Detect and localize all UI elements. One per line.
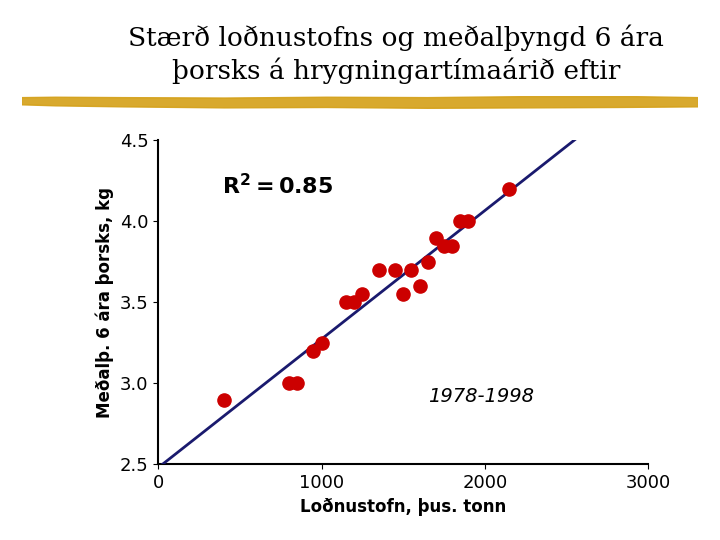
Point — [414, 282, 426, 291]
Point — [430, 233, 441, 242]
Point — [218, 395, 230, 404]
Polygon shape — [22, 97, 698, 109]
Point — [307, 347, 319, 355]
Point — [503, 185, 515, 193]
Point — [405, 266, 417, 274]
Point — [373, 266, 384, 274]
Point — [292, 379, 303, 388]
Y-axis label: Meðalþ. 6 ára þorsks, kg: Meðalþ. 6 ára þorsks, kg — [96, 187, 114, 418]
Point — [397, 290, 409, 299]
Point — [438, 241, 450, 250]
Point — [390, 266, 401, 274]
Point — [356, 290, 368, 299]
Text: $\mathbf{R^2 = 0.85}$: $\mathbf{R^2 = 0.85}$ — [222, 173, 333, 198]
Point — [422, 258, 433, 266]
Point — [341, 298, 352, 307]
Point — [348, 298, 360, 307]
X-axis label: Loðnustofn, þus. tonn: Loðnustofn, þus. tonn — [300, 498, 506, 516]
Text: Stærð loðnustofns og meðalþyngd 6 ára
þorsks á hrygningartímaárið eftir: Stærð loðnustofns og meðalþyngd 6 ára þo… — [128, 24, 664, 84]
Point — [454, 217, 466, 226]
Point — [446, 241, 458, 250]
Text: 1978-1998: 1978-1998 — [428, 387, 534, 406]
Point — [316, 339, 328, 347]
Point — [283, 379, 294, 388]
Point — [463, 217, 474, 226]
